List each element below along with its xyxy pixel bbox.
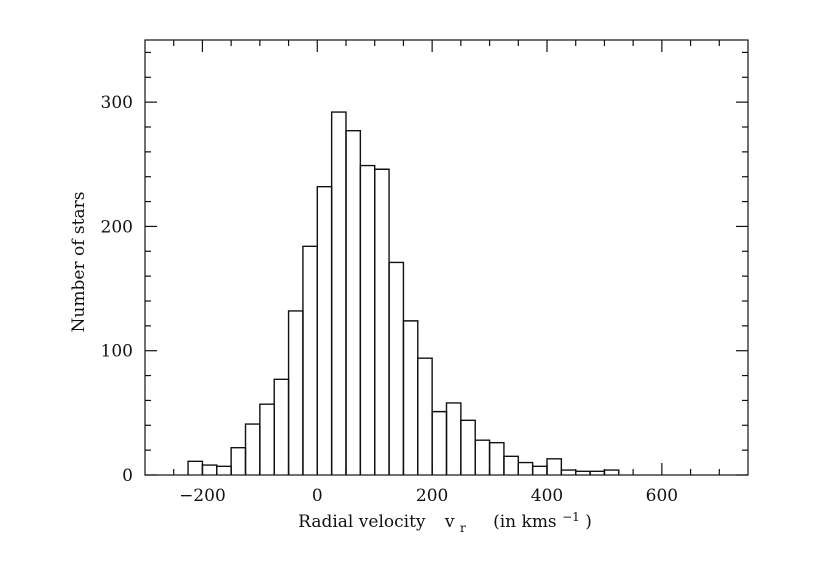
histogram-bar xyxy=(474,439,491,475)
histogram-bar xyxy=(445,402,462,475)
histogram-bar xyxy=(244,423,261,475)
x-label-unit: (in kms xyxy=(493,512,557,532)
histogram-bar xyxy=(359,164,376,475)
histogram-bar xyxy=(316,185,333,475)
y-tick-label: 300 xyxy=(101,93,133,113)
histogram-bar xyxy=(216,465,232,475)
histogram-bar xyxy=(431,410,448,475)
histogram-bar xyxy=(603,469,620,475)
y-tick-label: 0 xyxy=(122,466,133,486)
histogram-bar xyxy=(345,130,362,475)
x-label-exponent: −1 xyxy=(562,510,580,524)
x-label-text: Radial velocity xyxy=(298,512,426,532)
histogram-bar xyxy=(531,465,548,475)
x-label-subscript: r xyxy=(460,521,466,535)
histogram-bar xyxy=(201,464,218,475)
x-tick-label: 400 xyxy=(531,486,563,506)
y-axis-label: Number of stars xyxy=(69,192,89,333)
histogram-bar xyxy=(273,378,290,475)
histogram-bar xyxy=(517,461,534,475)
histogram-bar xyxy=(330,111,347,475)
histogram-bar xyxy=(302,245,318,475)
histogram-bar xyxy=(402,320,419,475)
histogram-bar xyxy=(287,310,304,475)
histogram-bar xyxy=(374,168,390,475)
y-tick-label: 200 xyxy=(101,217,133,237)
x-tick-label: 0 xyxy=(312,486,323,506)
x-axis-label: Radial velocity v r (in kms −1 ) xyxy=(298,506,592,537)
y-tick-label: 100 xyxy=(101,342,133,362)
x-tick-label: 600 xyxy=(646,486,678,506)
histogram-bar xyxy=(560,469,577,475)
x-tick-label: −200 xyxy=(179,486,226,506)
histogram-bar xyxy=(488,441,505,475)
histogram-bar xyxy=(388,261,405,475)
x-tick-label: 200 xyxy=(416,486,448,506)
histogram-bar xyxy=(187,460,204,475)
histogram-bar xyxy=(503,455,519,475)
histogram-bar xyxy=(546,458,563,475)
histogram-bar xyxy=(230,446,247,475)
x-label-symbol: v xyxy=(444,512,455,532)
histogram-bar xyxy=(460,419,476,475)
x-label-close: ) xyxy=(585,512,592,532)
histogram-bar xyxy=(417,357,433,475)
histogram-bar xyxy=(259,403,275,475)
